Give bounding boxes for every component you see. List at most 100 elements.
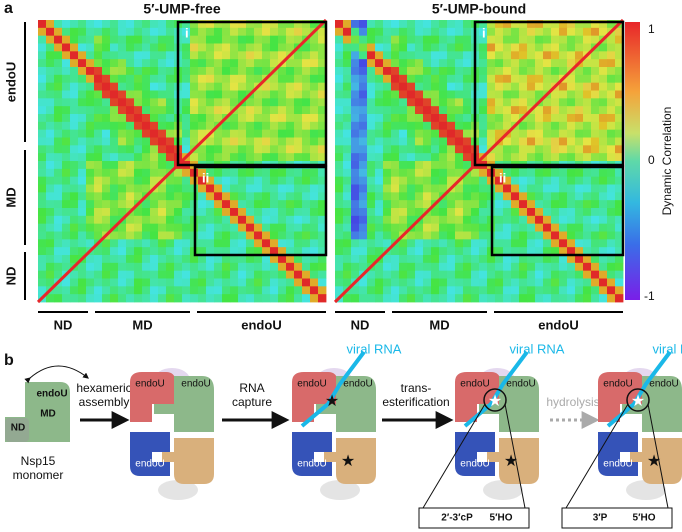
heatmap-cell — [302, 74, 311, 84]
heatmap-cell — [423, 145, 432, 154]
heatmap-cell — [318, 200, 327, 209]
heatmap-cell — [174, 215, 183, 225]
heatmap-cell — [455, 255, 464, 264]
heatmap-cell — [46, 278, 55, 287]
heatmap-cell — [262, 168, 271, 178]
heatmap-cell — [70, 239, 79, 248]
heatmap-cell — [567, 35, 576, 44]
heatmap-cell — [278, 286, 287, 295]
heatmap-cell — [254, 184, 263, 193]
heatmap-cell — [495, 294, 504, 303]
heatmap-cell — [423, 255, 432, 264]
heatmap-cell — [559, 200, 568, 209]
colorbar — [625, 22, 640, 300]
heatmap-cell — [214, 137, 223, 146]
heatmap-cell — [535, 137, 544, 146]
heatmap-cell — [487, 35, 496, 44]
heatmap-cell — [431, 239, 440, 248]
heatmap-cell — [222, 82, 231, 91]
heatmap-cell — [575, 74, 584, 84]
heatmap-cell — [126, 67, 135, 76]
heatmap-cell — [270, 247, 279, 256]
heatmap-cell — [423, 278, 432, 287]
heatmap-cell — [407, 74, 416, 84]
heatmap-cell — [503, 59, 512, 68]
heatmap-cell — [503, 43, 512, 52]
heatmap-cell — [543, 223, 552, 232]
heatmap-cell — [102, 184, 111, 193]
heatmap-cell — [46, 255, 55, 264]
heatmap-cell — [527, 208, 536, 217]
heatmap-cell — [343, 200, 352, 209]
heatmap-cell — [46, 51, 55, 60]
heatmap-cell — [94, 67, 103, 76]
heatmap-cell — [262, 270, 271, 279]
heatmap-cell — [286, 262, 295, 272]
heatmap-cell — [447, 286, 456, 295]
heatmap-cell — [174, 168, 183, 178]
heatmap-cell — [278, 231, 287, 240]
heatmap-cell — [559, 215, 568, 225]
heatmap-cell — [519, 231, 528, 240]
heatmap-cell — [198, 239, 207, 248]
heatmap-cell — [318, 121, 327, 131]
heatmap-cell — [142, 200, 151, 209]
heatmap-cell — [543, 145, 552, 154]
heatmap-cell — [286, 74, 295, 84]
heatmap-cell — [487, 98, 496, 107]
heatmap-cell — [270, 176, 279, 185]
heatmap-cell — [86, 27, 95, 37]
heatmap-cell — [463, 223, 472, 232]
heatmap-cell — [607, 262, 616, 272]
heatmap-cell — [150, 59, 159, 68]
heatmap-cell — [535, 208, 544, 217]
heatmap-cell — [246, 121, 255, 131]
heatmap-cell — [78, 106, 87, 115]
heatmap-cell — [479, 35, 488, 44]
heatmap-cell — [166, 161, 175, 170]
heatmap-cell — [567, 129, 576, 138]
heatmap-cell — [415, 278, 424, 287]
heatmap-cell — [302, 270, 311, 279]
heatmap-cell — [383, 74, 392, 84]
heatmap-cell — [270, 153, 279, 162]
heatmap-cell — [559, 223, 568, 232]
heatmap-cell — [519, 137, 528, 146]
heatmap-cell — [399, 192, 408, 201]
heatmap-cell — [567, 114, 576, 123]
heatmap-cell — [70, 192, 79, 201]
heatmap-cell — [278, 114, 287, 123]
heatmap-cell — [246, 200, 255, 209]
heatmap-cell — [439, 278, 448, 287]
heatmap-cell — [447, 262, 456, 272]
heatmap-cell — [583, 286, 592, 295]
heatmap-cell — [310, 247, 319, 256]
heatmap-cell — [367, 294, 376, 303]
heatmap-cell — [134, 27, 143, 37]
heatmap-cell — [351, 27, 360, 37]
heatmap-cell — [174, 192, 183, 201]
heatmap-cell — [599, 278, 608, 287]
heatmap-cell — [222, 215, 231, 225]
heatmap-cell — [511, 278, 520, 287]
heatmap-cell — [310, 278, 319, 287]
heatmap-cell — [407, 90, 416, 99]
heatmap-cell — [343, 27, 352, 37]
heatmap-cell — [607, 145, 616, 154]
heatmap-cell — [246, 98, 255, 107]
heatmap-cell — [439, 51, 448, 60]
heatmap-cell — [310, 208, 319, 217]
heatmap-cell — [351, 121, 360, 131]
heatmap-cell — [206, 184, 215, 193]
heatmap-cell — [318, 153, 327, 162]
heatmap-cell — [38, 255, 47, 264]
heatmap-cell — [166, 20, 175, 29]
heatmap-cell — [238, 59, 247, 68]
heatmap-cell — [166, 74, 175, 84]
heatmap-cell — [351, 255, 360, 264]
heatmap-cell — [102, 67, 111, 76]
heatmap-cell — [383, 270, 392, 279]
heatmap-cell — [367, 255, 376, 264]
heatmap-cell — [206, 270, 215, 279]
heatmap-cell — [110, 231, 119, 240]
